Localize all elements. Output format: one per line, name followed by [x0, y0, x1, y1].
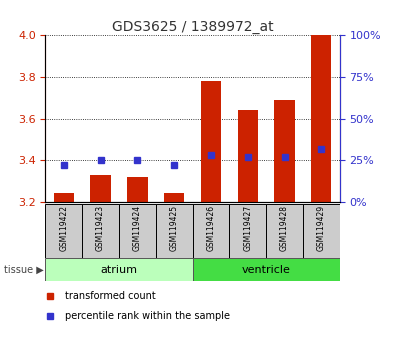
Text: GSM119423: GSM119423 [96, 205, 105, 251]
Bar [266, 204, 303, 258]
Bar [193, 258, 340, 281]
Bar [303, 204, 340, 258]
Text: transformed count: transformed count [66, 291, 156, 301]
Bar [119, 204, 156, 258]
Text: GSM119426: GSM119426 [207, 205, 215, 251]
Bar [90, 175, 111, 202]
Bar [164, 193, 184, 202]
Text: GSM119422: GSM119422 [59, 205, 68, 251]
Text: GSM119425: GSM119425 [170, 205, 179, 251]
Bar [45, 258, 193, 281]
Text: tissue ▶: tissue ▶ [4, 265, 43, 275]
Bar [127, 177, 147, 202]
Bar [54, 193, 74, 202]
Title: GDS3625 / 1389972_at: GDS3625 / 1389972_at [112, 21, 273, 34]
Bar [82, 204, 119, 258]
Bar [156, 204, 193, 258]
Text: atrium: atrium [100, 265, 137, 275]
Text: GSM119429: GSM119429 [317, 205, 326, 251]
Bar [311, 35, 331, 202]
Bar [193, 204, 229, 258]
Text: ventricle: ventricle [242, 265, 291, 275]
Bar [238, 110, 258, 202]
Bar [201, 81, 221, 202]
Bar [45, 204, 82, 258]
Text: GSM119424: GSM119424 [133, 205, 142, 251]
Text: GSM119427: GSM119427 [243, 205, 252, 251]
Bar [229, 204, 266, 258]
Bar [275, 100, 295, 202]
Text: percentile rank within the sample: percentile rank within the sample [66, 311, 230, 321]
Text: GSM119428: GSM119428 [280, 205, 289, 251]
